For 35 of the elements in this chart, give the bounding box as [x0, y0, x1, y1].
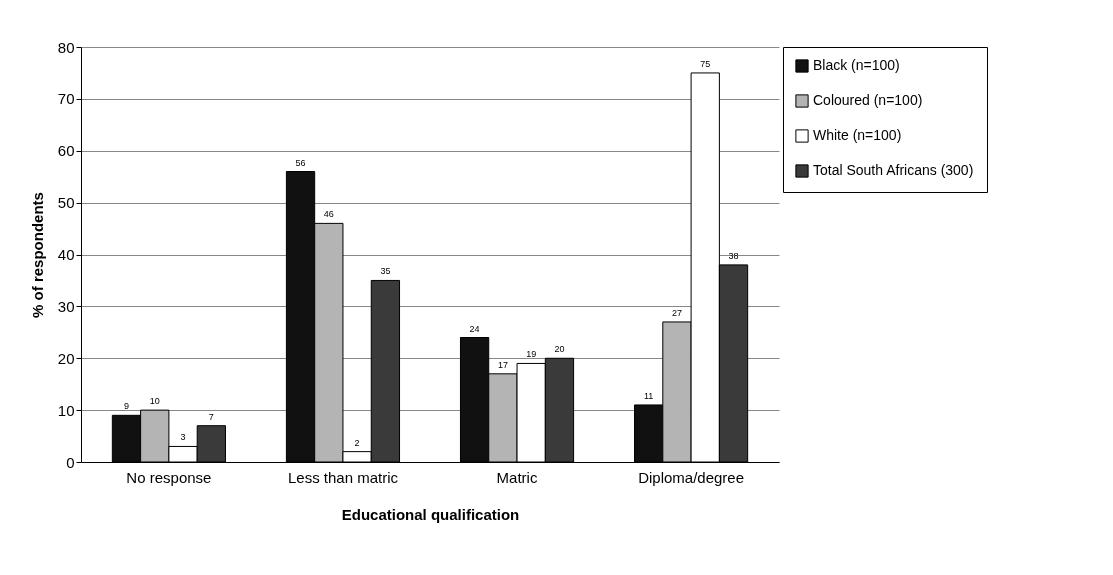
data-label: 38 — [728, 250, 739, 261]
x-tick-label: Diploma/degree — [638, 468, 745, 486]
data-label: 35 — [380, 266, 391, 277]
y-tick-label: 10 — [57, 401, 75, 419]
x-tick-label: No response — [126, 468, 212, 486]
data-label: 11 — [644, 390, 654, 401]
legend-label: White (n=100) — [813, 127, 902, 143]
y-axis-title: % of respondents — [28, 192, 46, 318]
legend-label: Coloured (n=100) — [813, 92, 923, 108]
x-tick-label: Less than matric — [287, 468, 399, 486]
data-label: 10 — [149, 396, 160, 407]
data-label: 46 — [323, 209, 334, 220]
x-axis-title: Educational qualification — [341, 505, 520, 523]
data-label: 7 — [208, 411, 214, 422]
data-label: 17 — [497, 359, 508, 370]
y-tick-label: 80 — [57, 38, 75, 56]
y-tick-label: 60 — [57, 142, 75, 160]
y-tick-label: 30 — [57, 297, 75, 315]
x-tick-label: Matric — [496, 468, 538, 486]
data-label: 3 — [180, 432, 186, 443]
data-label: 2 — [354, 437, 360, 448]
data-label: 27 — [671, 307, 682, 318]
data-label: 24 — [469, 323, 480, 334]
data-label: 75 — [700, 58, 711, 69]
legend-label: Total South Africans (300) — [813, 162, 974, 178]
y-tick-label: 50 — [57, 194, 75, 212]
y-tick-label: 70 — [57, 90, 75, 108]
y-tick-label: 20 — [57, 349, 75, 367]
data-label: 19 — [526, 349, 537, 360]
data-label: 56 — [295, 157, 306, 168]
data-label: 20 — [554, 344, 565, 355]
data-label: 9 — [123, 401, 129, 412]
y-tick-label: 0 — [66, 453, 75, 471]
y-tick-label: 40 — [57, 246, 75, 263]
legend-label: Black (n=100) — [813, 57, 900, 73]
